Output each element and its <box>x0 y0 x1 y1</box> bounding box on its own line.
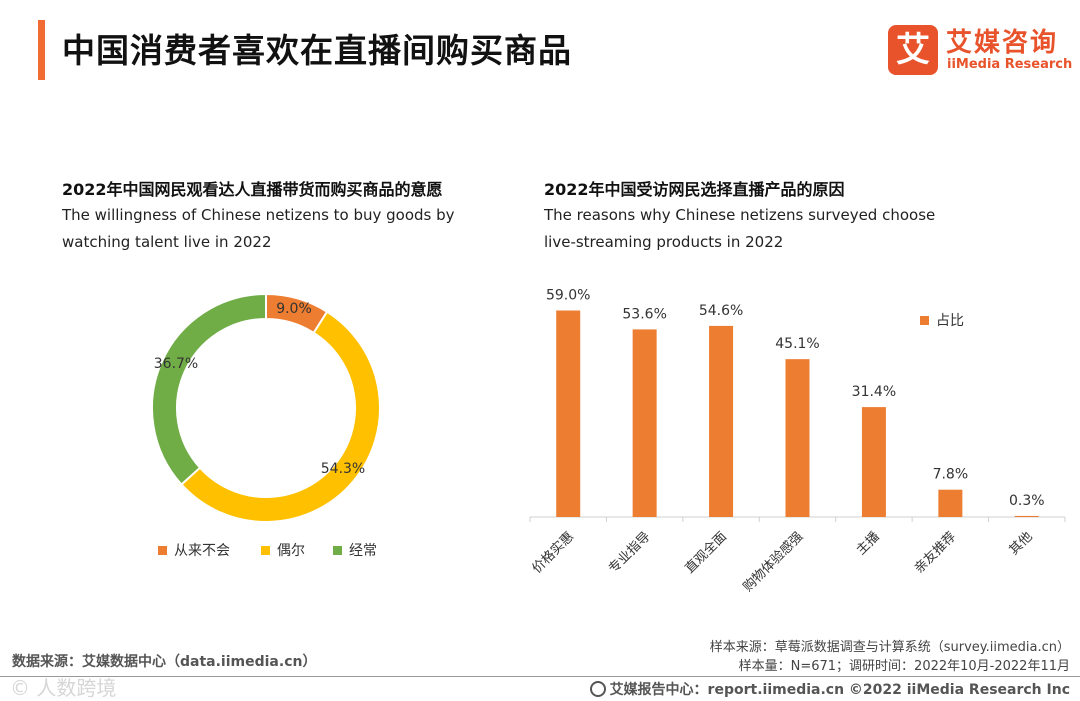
legend-swatch <box>261 545 270 555</box>
bar-category-label-6: 其他 <box>1007 529 1036 558</box>
bar-1 <box>632 329 657 517</box>
logo-name-cn: 艾媒咨询 <box>946 28 1059 58</box>
brand-logo: 艾 艾媒咨询 iiMedia Research <box>888 22 1072 78</box>
bar-chart-title-cn: 2022年中国受访网民选择直播产品的原因 <box>544 180 845 199</box>
bar-category-label-4: 主播 <box>854 529 883 558</box>
bar-0 <box>556 310 581 517</box>
donut-data-label-0: 9.0% <box>276 301 312 317</box>
bar-2 <box>709 325 734 517</box>
title-accent-bar <box>38 20 45 80</box>
bar-legend-label: 占比 <box>936 313 964 329</box>
data-source: 数据来源：艾媒数据中心（data.iimedia.cn） <box>12 654 317 670</box>
legend-swatch <box>158 545 167 555</box>
sample-info: 样本来源：草莓派数据调查与计算系统（survey.iimedia.cn） 样本量… <box>710 638 1070 676</box>
sample-source: 样本来源：草莓派数据调查与计算系统（survey.iimedia.cn） <box>709 640 1070 655</box>
footer-divider <box>0 676 1080 677</box>
donut-slice-1 <box>180 310 381 523</box>
bar-3 <box>785 359 810 517</box>
watermark: © 人数跨境 <box>10 676 117 700</box>
donut-legend-item-2: 经常 <box>333 540 377 560</box>
legend-label: 从来不会 <box>174 543 230 559</box>
donut-chart-title-en: The willingness of Chinese netizens to b… <box>62 206 455 251</box>
donut-slice-2 <box>151 292 267 486</box>
legend-label: 偶尔 <box>277 543 305 559</box>
legend-swatch <box>333 545 342 555</box>
globe-icon <box>589 681 606 697</box>
bar-data-label-6: 0.3% <box>1009 493 1045 509</box>
bar-5 <box>938 489 963 517</box>
bar-data-label-0: 59.0% <box>546 288 590 304</box>
bar-data-label-1: 53.6% <box>622 306 666 322</box>
bar-category-label-2: 直观全面 <box>682 529 730 577</box>
bar-legend-swatch <box>920 316 929 325</box>
bar-data-label-4: 31.4% <box>852 384 896 400</box>
bar-data-label-2: 54.6% <box>699 303 743 319</box>
report-center: 艾媒报告中心：report.iimedia.cn ©2022 iiMedia R… <box>589 679 1070 699</box>
page-title: 中国消费者喜欢在直播间购买商品 <box>62 31 572 70</box>
report-center-text: 艾媒报告中心：report.iimedia.cn ©2022 iiMedia R… <box>609 682 1070 698</box>
donut-legend-item-1: 偶尔 <box>261 540 305 560</box>
donut-legend-item-0: 从来不会 <box>158 540 230 560</box>
sample-size: 样本量：N=671；调研时间：2022年10月-2022年11月 <box>738 659 1070 674</box>
logo-icon: 艾 <box>888 25 938 75</box>
bar-category-label-1: 专业指导 <box>606 529 653 576</box>
bar-category-label-5: 亲友推荐 <box>911 529 959 577</box>
bar-data-label-3: 45.1% <box>775 336 819 352</box>
donut-chart-title-cn: 2022年中国网民观看达人直播带货而购买商品的意愿 <box>62 180 443 199</box>
legend-label: 经常 <box>349 543 377 559</box>
donut-data-label-1: 54.3% <box>321 461 365 477</box>
donut-data-label-2: 36.7% <box>154 356 198 372</box>
bar-data-label-5: 7.8% <box>933 467 969 483</box>
bar-category-label-3: 购物体验感强 <box>740 529 806 595</box>
logo-name-en: iiMedia Research <box>947 57 1073 72</box>
bar-category-label-0: 价格实惠 <box>529 529 577 577</box>
bar-chart-title-en: The reasons why Chinese netizens surveye… <box>544 206 936 251</box>
bar-4 <box>861 407 886 517</box>
bar-6 <box>1014 515 1039 517</box>
